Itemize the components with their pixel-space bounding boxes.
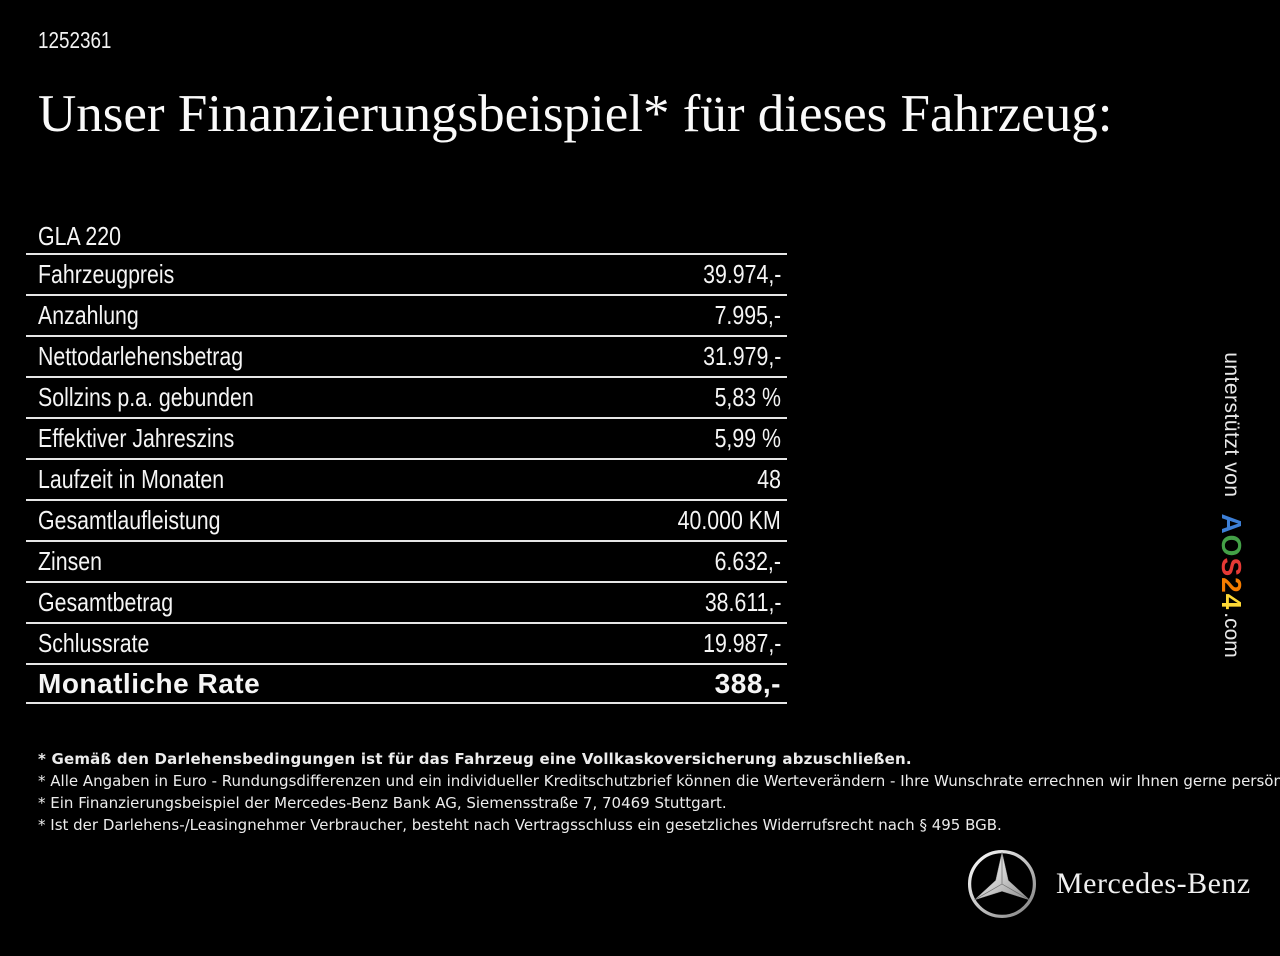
table-row: Anzahlung 7.995,- [26,294,787,335]
aos24-letter: A [1216,513,1247,535]
table-row-monthly-rate: Monatliche Rate 388,- [26,663,787,704]
row-value: 7.995,- [714,300,781,330]
table-row: Gesamtlaufleistung 40.000 KM [26,499,787,540]
aos24-letter: S [1216,557,1247,578]
aos24-letter: O [1216,534,1247,558]
vehicle-id: 1252361 [38,27,128,54]
vehicle-id-text: 1252361 [38,27,112,53]
row-label: Fahrzeugpreis [38,259,175,289]
footnote: * Gemäß den Darlehensbedingungen ist für… [38,750,912,768]
row-value: 6.632,- [714,546,781,576]
row-label: Schlussrate [38,628,150,658]
financing-table: GLA 220 Fahrzeugpreis 39.974,- Anzahlung… [26,219,787,704]
row-label: Gesamtlaufleistung [38,505,221,535]
row-value: 38.611,- [704,587,781,617]
row-value: 40.000 KM [677,505,781,535]
supported-by-branding: unterstützt von AOS24 .com [1215,352,1247,658]
row-label: Zinsen [38,546,102,576]
row-label: Gesamtbetrag [38,587,174,617]
table-row: Fahrzeugpreis 39.974,- [26,253,787,294]
footnote: * Alle Angaben in Euro - Rundungsdiffere… [38,772,1280,790]
row-value: 39.974,- [702,259,781,289]
table-row: Zinsen 6.632,- [26,540,787,581]
row-label: Anzahlung [38,300,139,330]
aos24-logo: AOS24 [1215,513,1247,610]
footnote: * Ist der Darlehens-/Leasingnehmer Verbr… [38,816,1002,834]
table-row: Nettodarlehensbetrag 31.979,- [26,335,787,376]
row-value: 388,- [714,667,781,699]
mercedes-benz-wordmark: Mercedes-Benz [1056,867,1251,900]
row-value: 19.987,- [702,628,781,658]
aos24-domain-suffix: .com [1220,612,1243,658]
mercedes-star-icon [967,849,1037,919]
aos24-letter: 2 [1216,577,1247,594]
row-label: Nettodarlehensbetrag [38,341,244,371]
row-label: Laufzeit in Monaten [38,464,225,494]
aos24-letter: 4 [1216,593,1247,611]
vehicle-model: GLA 220 [38,220,121,251]
table-row: Sollzins p.a. gebunden 5,83 % [26,376,787,417]
row-value: 5,99 % [714,423,781,453]
table-row: Laufzeit in Monaten 48 [26,458,787,499]
footnotes: * Gemäß den Darlehensbedingungen ist für… [38,748,1280,836]
row-label: Effektiver Jahreszins [38,423,235,453]
row-value: 5,83 % [714,382,781,412]
table-row: Effektiver Jahreszins 5,99 % [26,417,787,458]
page-title: Unser Finanzierungsbeispiel* für dieses … [38,85,1113,143]
row-label: Sollzins p.a. gebunden [38,382,254,412]
table-row: Gesamtbetrag 38.611,- [26,581,787,622]
table-row: Schlussrate 19.987,- [26,622,787,663]
supported-by-text: unterstützt von [1220,352,1243,498]
row-label: Monatliche Rate [38,667,261,699]
mercedes-benz-branding: Mercedes-Benz [966,848,1251,920]
row-value: 31.979,- [702,341,781,371]
row-value: 48 [757,464,781,494]
footnote: * Ein Finanzierungsbeispiel der Mercedes… [38,794,727,812]
vehicle-model-row: GLA 220 [26,219,787,253]
